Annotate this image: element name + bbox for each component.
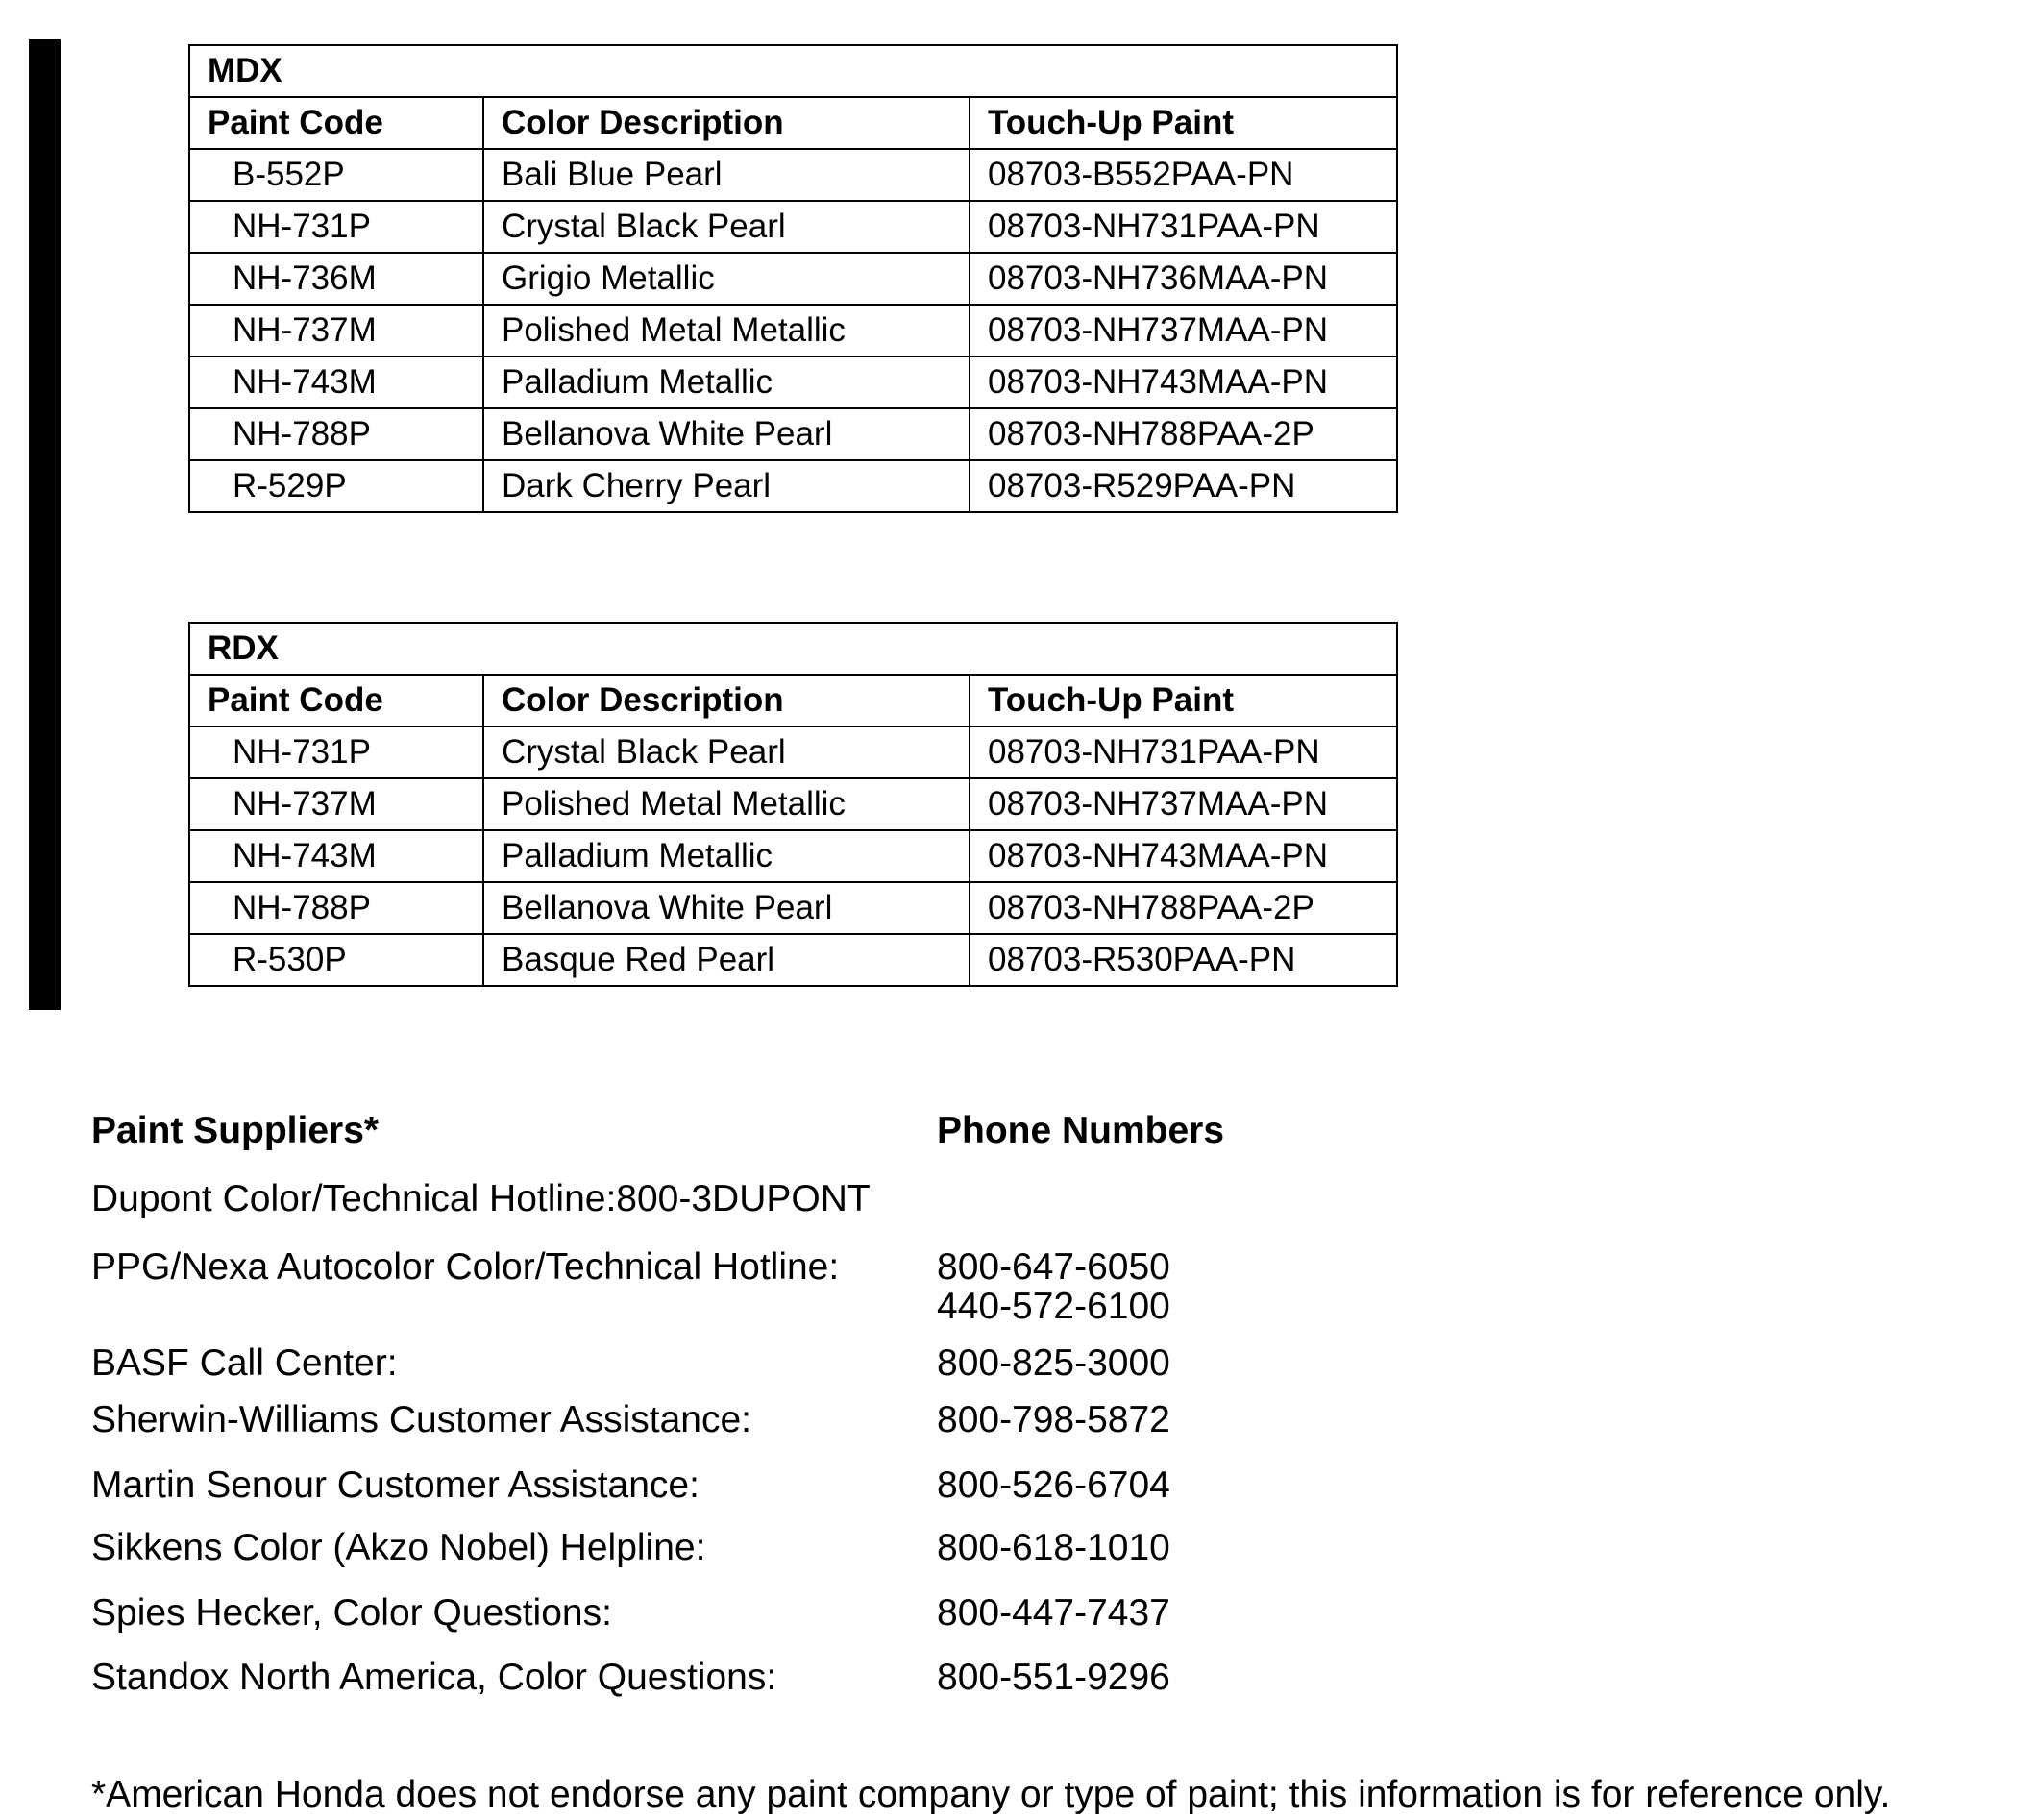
touch-up-paint-cell: 08703-NH743MAA-PN [969,356,1398,409]
touch-up-paint-cell: 08703-NH731PAA-PN [969,726,1398,779]
touch-up-paint-cell: 08703-NH736MAA-PN [969,252,1398,306]
color-description-cell: Basque Red Pearl [482,933,970,987]
touch-up-paint-cell: 08703-NH737MAA-PN [969,304,1398,357]
supplier-name: Sherwin-Williams Customer Assistance: [91,1399,752,1440]
table-header-row: Paint Code Color Description Touch-Up Pain… [188,96,1398,150]
table-row: NH-743M Palladium Metallic 08703-NH743MAA-… [188,356,1398,409]
mdx-paint-table: MDX Paint Code Color Description Touch-Up P… [188,44,1398,513]
color-description-cell: Polished Metal Metallic [482,777,970,831]
table-row: NH-788P Bellanova White Pearl 08703-NH788P… [188,407,1398,461]
touch-up-paint-cell: 08703-R529PAA-PN [969,459,1398,513]
table-title: RDX [188,622,1398,676]
paint-code-cell: NH-736M [188,252,484,306]
paint-code-cell: NH-737M [188,777,484,831]
paint-code-cell: NH-731P [188,726,484,779]
paint-code-cell: NH-788P [188,881,484,935]
supplier-name: BASF Call Center: [91,1342,398,1384]
supplier-phone: 800-825-3000 [937,1342,1170,1384]
touch-up-paint-cell: 08703-NH731PAA-PN [969,200,1398,254]
table-row: NH-736M Grigio Metallic 08703-NH736MAA-PN [188,252,1398,306]
touch-up-paint-cell: 08703-NH788PAA-2P [969,407,1398,461]
color-description-cell: Dark Cherry Pearl [482,459,970,513]
table-title: MDX [188,44,1398,98]
color-description-cell: Crystal Black Pearl [482,200,970,254]
paint-code-cell: NH-788P [188,407,484,461]
color-description-cell: Palladium Metallic [482,829,970,883]
supplier-name: Sikkens Color (Akzo Nobel) Helpline: [91,1527,706,1568]
color-description-cell: Palladium Metallic [482,356,970,409]
supplier-phone: 800-647-6050 [937,1246,1170,1288]
supplier-phone: 800-798-5872 [937,1399,1170,1440]
table-row: NH-731P Crystal Black Pearl 08703-NH731PAA… [188,200,1398,254]
table-title-row: RDX [188,622,1398,676]
touch-up-paint-cell: 08703-NH743MAA-PN [969,829,1398,883]
column-header: Touch-Up Paint [969,96,1398,150]
rdx-paint-table: RDX Paint Code Color Description Touch-Up P… [188,622,1398,987]
paint-code-cell: R-530P [188,933,484,987]
paint-code-cell: NH-743M [188,356,484,409]
supplier-name: Dupont Color/Technical Hotline:800-3DUPO… [91,1178,871,1219]
paint-code-cell: R-529P [188,459,484,513]
column-header: Paint Code [188,96,484,150]
column-header: Paint Code [188,674,484,727]
color-description-cell: Grigio Metallic [482,252,970,306]
paint-code-cell: NH-731P [188,200,484,254]
suppliers-heading: Paint Suppliers* [91,1110,380,1151]
paint-code-cell: NH-743M [188,829,484,883]
table-row: R-530P Basque Red Pearl 08703-R530PAA-PN [188,933,1398,987]
revision-bar [29,39,61,1010]
touch-up-paint-cell: 08703-NH737MAA-PN [969,777,1398,831]
supplier-phone: 800-526-6704 [937,1464,1170,1506]
supplier-name: Martin Senour Customer Assistance: [91,1464,700,1506]
phone-numbers-heading: Phone Numbers [937,1110,1225,1151]
footnote: *American Honda does not endorse any pai… [91,1774,1891,1815]
table-row: NH-788P Bellanova White Pearl 08703-NH788P… [188,881,1398,935]
color-description-cell: Bellanova White Pearl [482,881,970,935]
table-row: NH-737M Polished Metal Metallic 08703-NH73… [188,304,1398,357]
supplier-name: Spies Hecker, Color Questions: [91,1592,612,1634]
paint-code-cell: B-552P [188,148,484,202]
touch-up-paint-cell: 08703-B552PAA-PN [969,148,1398,202]
color-description-cell: Polished Metal Metallic [482,304,970,357]
color-description-cell: Bali Blue Pearl [482,148,970,202]
supplier-phone: 800-551-9296 [937,1657,1170,1698]
column-header: Color Description [482,96,970,150]
table-row: NH-731P Crystal Black Pearl 08703-NH731PAA… [188,726,1398,779]
touch-up-paint-cell: 08703-R530PAA-PN [969,933,1398,987]
table-row: NH-737M Polished Metal Metallic 08703-NH73… [188,777,1398,831]
table-title-row: MDX [188,44,1398,98]
supplier-phone: 800-447-7437 [937,1592,1170,1634]
color-description-cell: Crystal Black Pearl [482,726,970,779]
supplier-name: PPG/Nexa Autocolor Color/Technical Hotli… [91,1246,840,1288]
table-row: B-552P Bali Blue Pearl 08703-B552PAA-PN [188,148,1398,202]
column-header: Color Description [482,674,970,727]
supplier-phone: 800-618-1010 [937,1527,1170,1568]
color-description-cell: Bellanova White Pearl [482,407,970,461]
column-header: Touch-Up Paint [969,674,1398,727]
supplier-phone: 440-572-6100 [937,1286,1170,1327]
table-row: R-529P Dark Cherry Pearl 08703-R529PAA-PN [188,459,1398,513]
table-header-row: Paint Code Color Description Touch-Up Pain… [188,674,1398,727]
touch-up-paint-cell: 08703-NH788PAA-2P [969,881,1398,935]
paint-code-cell: NH-737M [188,304,484,357]
supplier-name: Standox North America, Color Questions: [91,1657,777,1698]
table-row: NH-743M Palladium Metallic 08703-NH743MAA-… [188,829,1398,883]
